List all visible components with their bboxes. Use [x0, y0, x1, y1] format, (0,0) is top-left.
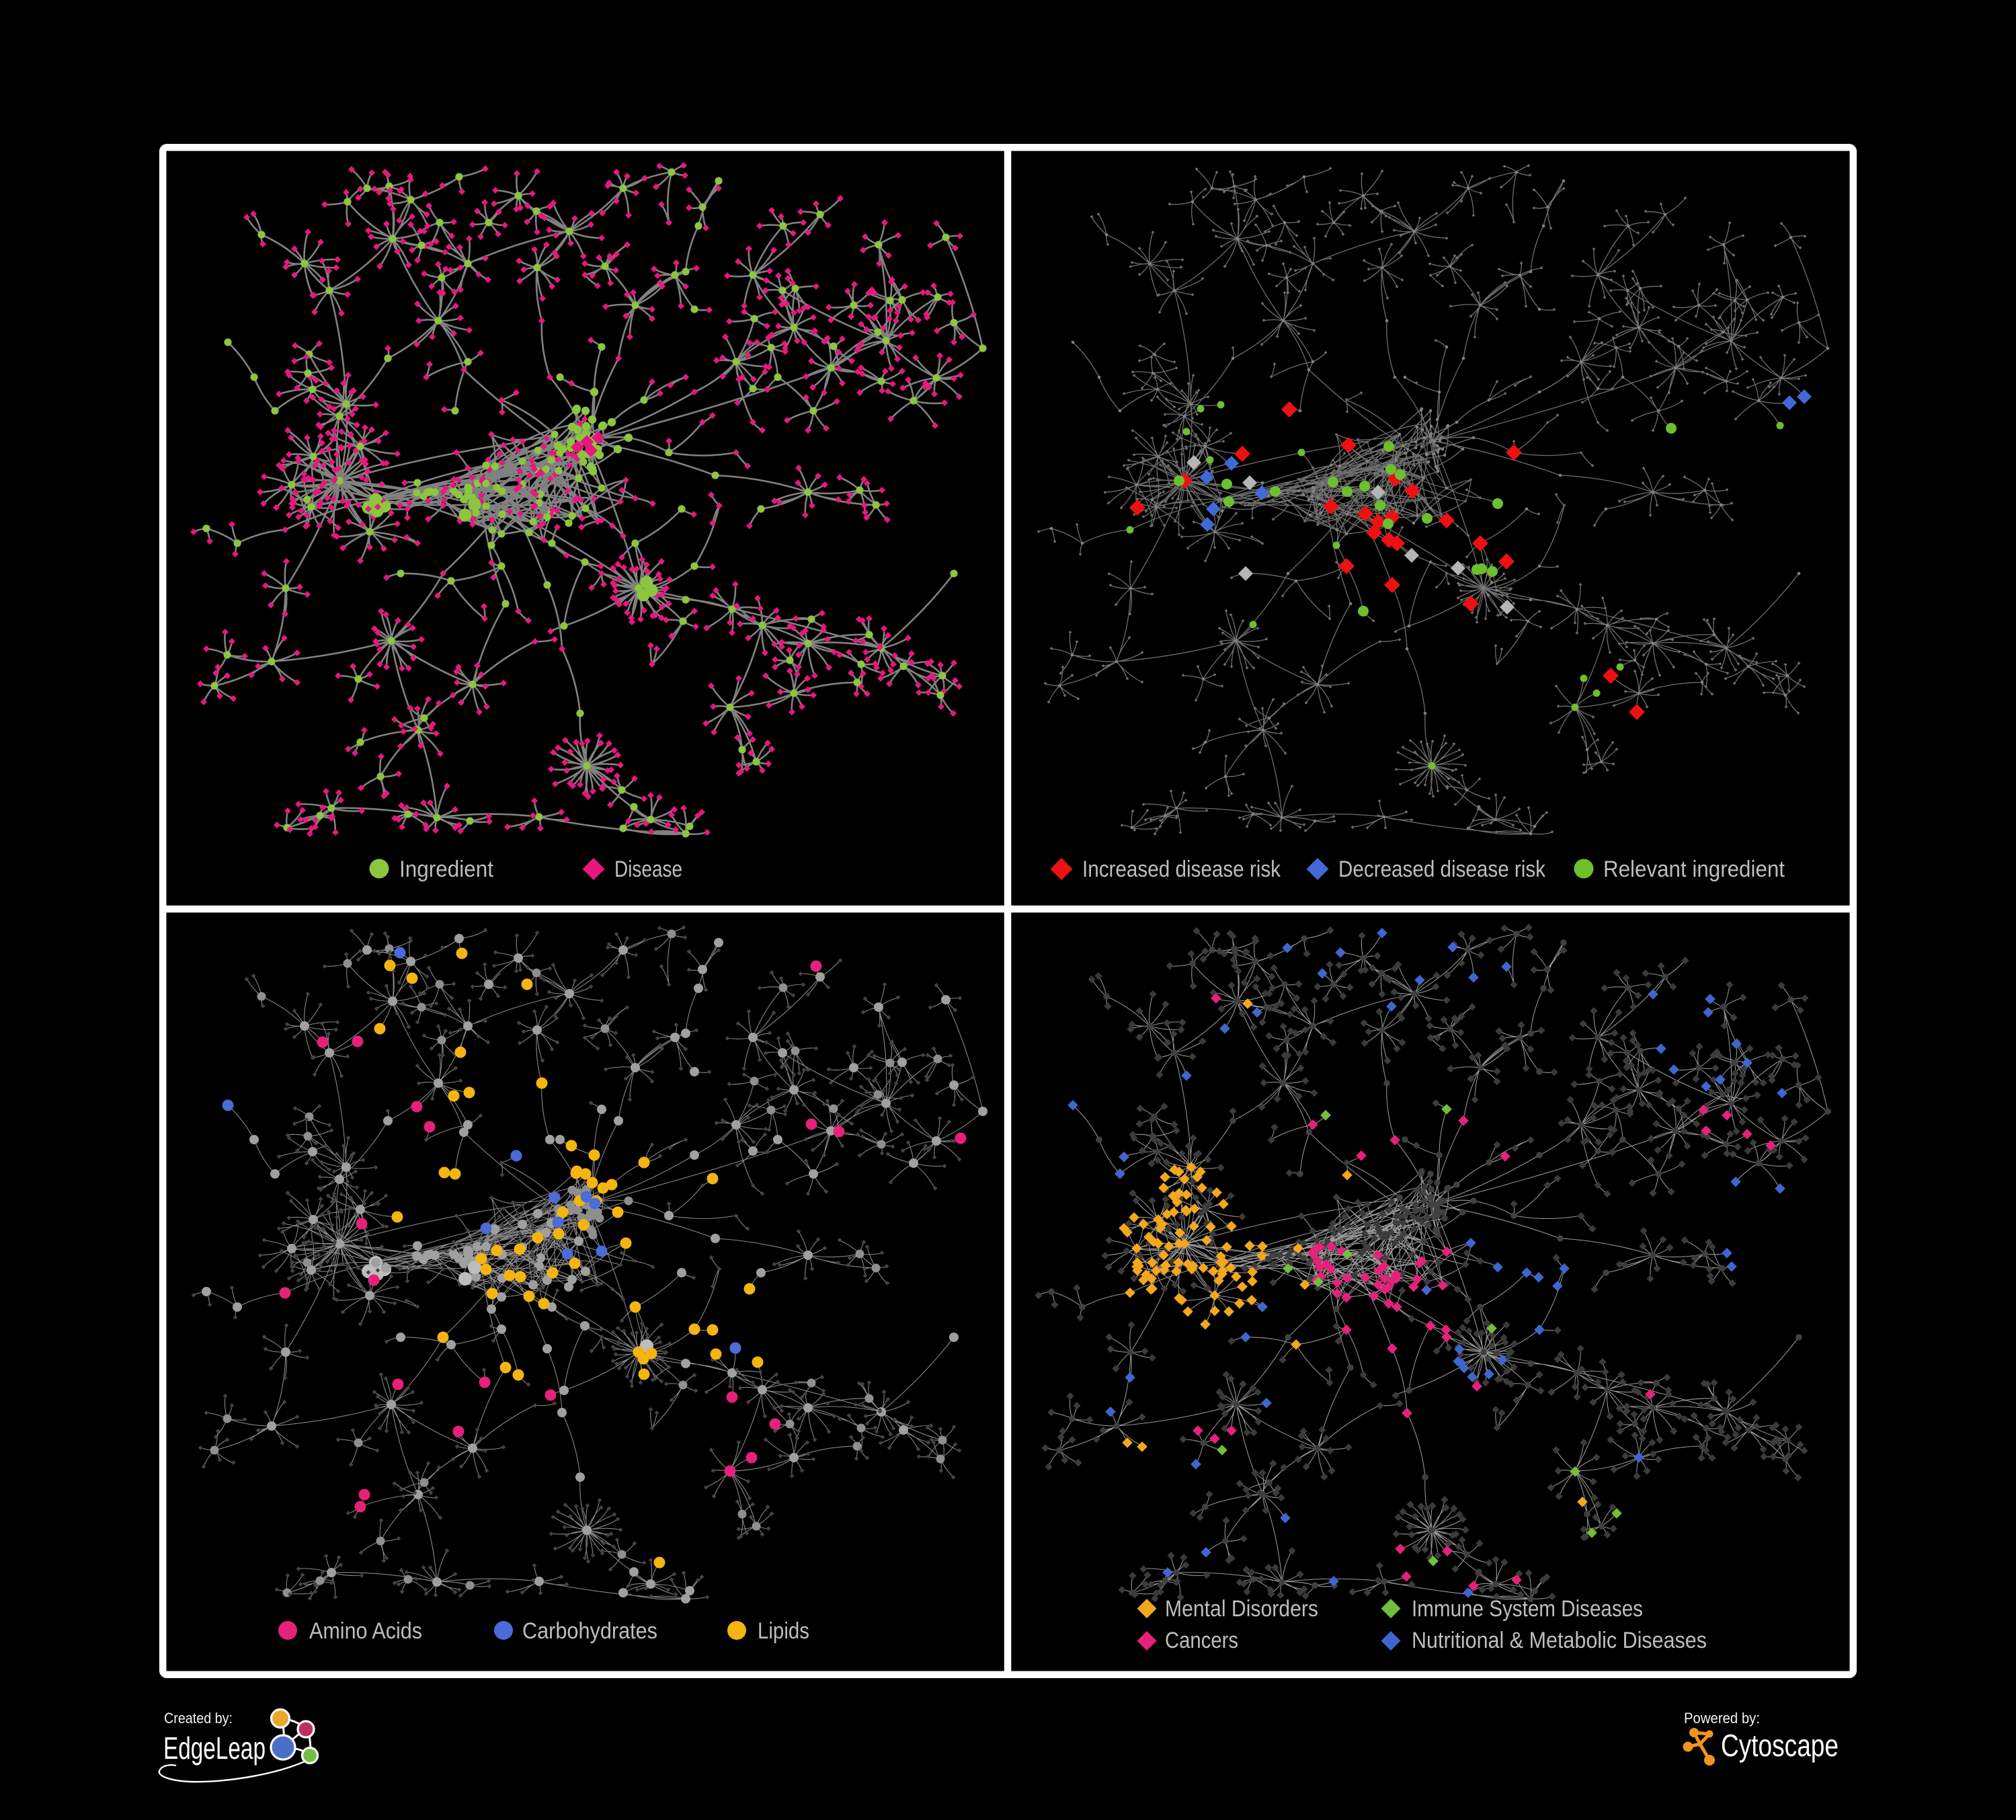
svg-text:Cancers: Cancers [1165, 1628, 1238, 1653]
svg-text:Cytoscape: Cytoscape [1721, 1728, 1839, 1763]
svg-text:Carbohydrates: Carbohydrates [522, 1618, 657, 1644]
svg-text:Created by:: Created by: [164, 1710, 233, 1727]
svg-text:Amino Acids: Amino Acids [309, 1618, 422, 1644]
svg-text:Relevant ingredient: Relevant ingredient [1603, 857, 1785, 882]
svg-text:Powered by:: Powered by: [1684, 1710, 1760, 1727]
svg-text:Mental Disorders: Mental Disorders [1165, 1596, 1318, 1622]
svg-text:Lipids: Lipids [758, 1618, 809, 1644]
svg-text:EdgeLeap: EdgeLeap [163, 1731, 266, 1766]
svg-text:Immune System Diseases: Immune System Diseases [1412, 1596, 1643, 1622]
svg-text:Increased disease risk: Increased disease risk [1082, 857, 1281, 882]
svg-text:Ingredient: Ingredient [399, 857, 494, 882]
svg-text:Disease: Disease [614, 857, 682, 882]
svg-text:Decreased disease risk: Decreased disease risk [1338, 857, 1546, 882]
svg-text:Nutritional & Metabolic Diseas: Nutritional & Metabolic Diseases [1412, 1628, 1707, 1653]
